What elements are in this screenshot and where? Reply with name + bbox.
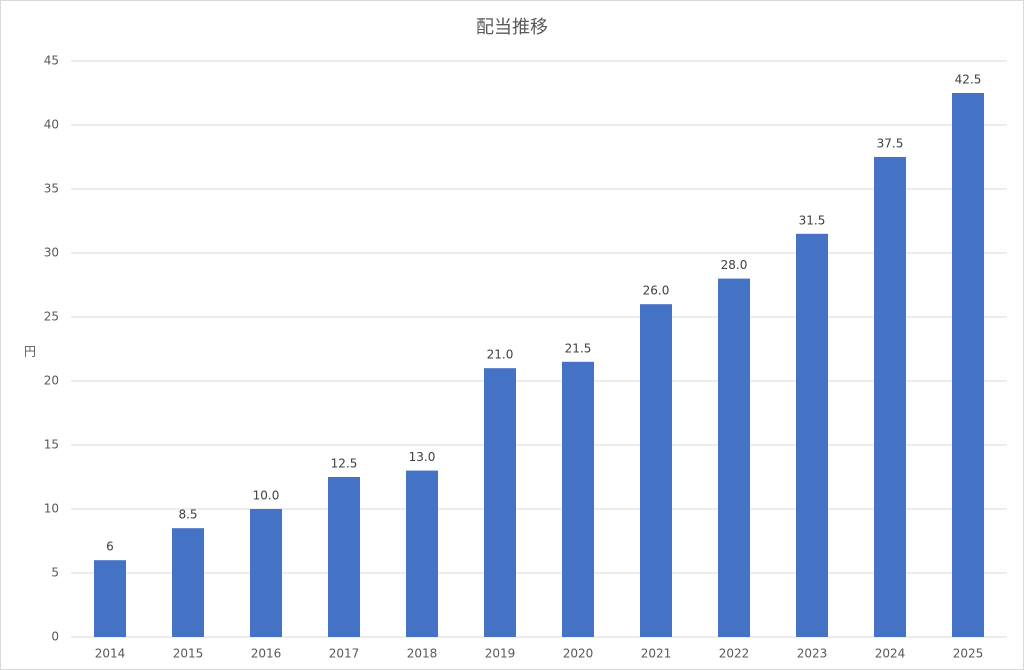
x-tick-label: 2017 [329,647,360,661]
chart-title: 配当推移 [476,17,548,38]
x-tick-label: 2024 [875,647,906,661]
y-tick-label: 25 [44,310,59,324]
data-label: 37.5 [877,137,904,151]
x-tick-label: 2019 [485,647,516,661]
y-tick-label: 20 [44,374,59,388]
data-label: 21.5 [565,341,592,355]
bar [796,233,828,638]
bar [874,157,906,637]
data-label: 28.0 [721,258,748,272]
y-tick-label: 30 [44,246,59,260]
bar [250,509,282,637]
x-tick-label: 2022 [719,647,750,661]
bar [640,304,672,637]
data-label: 10.0 [253,489,280,503]
y-tick-label: 45 [44,54,59,68]
bar [562,361,594,637]
data-label: 12.5 [331,457,358,471]
bar [172,528,204,637]
bar [484,368,516,637]
bar [406,470,438,637]
data-label: 8.5 [178,508,197,522]
data-label: 6 [106,540,114,554]
x-tick-label: 2021 [641,647,672,661]
y-tick-label: 0 [51,630,59,644]
y-tick-label: 10 [44,502,59,516]
y-axis-label: 円 [24,345,36,359]
data-label: 13.0 [409,450,436,464]
bar [952,93,984,637]
x-tick-label: 2025 [953,647,984,661]
data-label: 42.5 [955,73,982,87]
data-label: 31.5 [799,213,826,227]
data-label: 26.0 [643,284,670,298]
y-tick-label: 15 [44,438,59,452]
x-tick-label: 2014 [95,647,126,661]
bar [718,278,750,637]
x-tick-label: 2020 [563,647,594,661]
x-tick-label: 2015 [173,647,204,661]
x-tick-label: 2023 [797,647,828,661]
data-label: 21.0 [487,348,514,362]
y-tick-label: 40 [44,118,59,132]
y-tick-label: 35 [44,182,59,196]
bar [328,477,360,637]
x-tick-label: 2016 [251,647,282,661]
bar [94,560,126,637]
x-tick-label: 2018 [407,647,438,661]
y-tick-label: 5 [51,566,59,580]
